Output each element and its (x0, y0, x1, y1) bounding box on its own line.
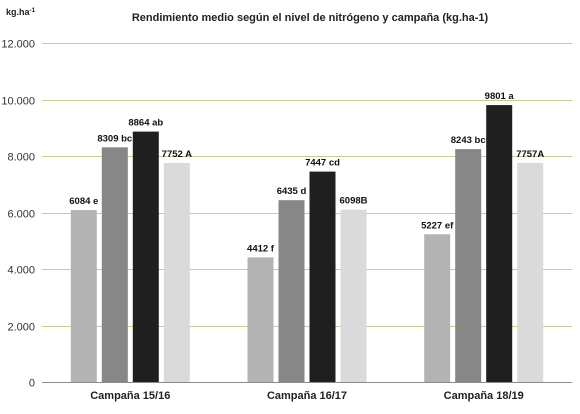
bar (486, 105, 513, 382)
y-tick-label: 8.000 (7, 152, 35, 164)
bar (424, 234, 451, 382)
x-category-label: Campaña 16/17 (267, 390, 347, 402)
bar (517, 162, 544, 382)
data-label: 5227 ef (421, 220, 454, 231)
bar (163, 163, 190, 382)
y-tick-label: 4.000 (7, 265, 35, 277)
bar (278, 200, 305, 382)
gridlines (42, 43, 572, 383)
bar (309, 171, 336, 382)
bar (340, 209, 367, 382)
x-category-label: Campaña 15/16 (90, 390, 170, 402)
y-tick-label: 12.000 (1, 39, 35, 51)
data-label: 6084 e (69, 196, 98, 207)
x-category-label: Campaña 18/19 (444, 390, 524, 402)
bar (70, 210, 97, 382)
bars (70, 105, 544, 382)
bar (247, 257, 274, 382)
y-tick-label: 0 (29, 378, 35, 390)
data-label: 8243 bc (451, 135, 486, 146)
y-tick-label: 10.000 (1, 96, 35, 108)
data-label: 7447 cd (305, 158, 340, 169)
data-label: 4412 f (247, 243, 275, 254)
data-label: 8864 ab (128, 118, 163, 129)
chart-title: Rendimiento medio según el nivel de nitr… (132, 12, 489, 24)
data-label: 8309 bc (97, 133, 132, 144)
y-tick-label: 2.000 (7, 322, 35, 334)
y-unit-label: kg.ha-1 (6, 7, 36, 17)
data-label: 7752 A (162, 149, 192, 160)
data-label: 7757A (516, 149, 544, 160)
bar (101, 147, 128, 382)
data-label: 9801 a (485, 91, 515, 102)
x-axis-categories: Campaña 15/16 Campaña 16/17 Campaña 18/19 (90, 390, 524, 402)
y-unit-text: kg.ha (6, 7, 31, 17)
data-label: 6098B (340, 196, 368, 207)
y-unit-superscript: -1 (30, 7, 36, 14)
y-axis-ticks: 0 2.000 4.000 6.000 8.000 10.000 12.000 (1, 39, 35, 390)
y-tick-label: 6.000 (7, 209, 35, 221)
bar (455, 149, 482, 382)
data-label: 6435 d (277, 186, 307, 197)
bar (132, 131, 159, 382)
data-labels: 6084 e 8309 bc 8864 ab 7752 A 4412 f 6435 d 74… (69, 91, 544, 254)
